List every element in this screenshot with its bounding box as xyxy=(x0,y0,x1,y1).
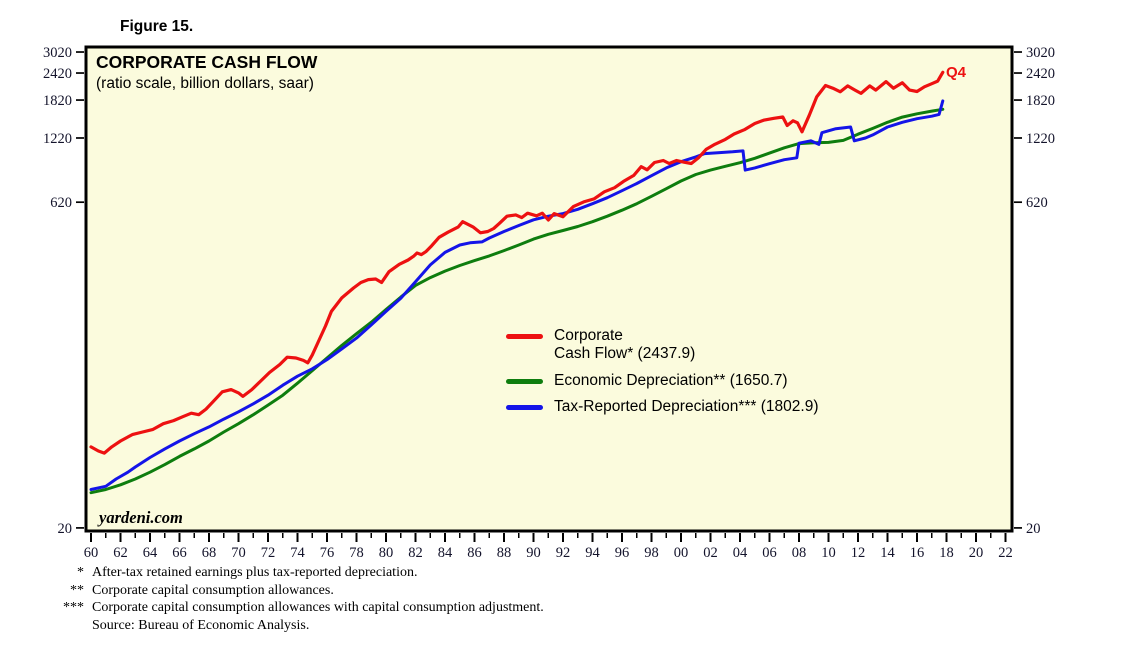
x-axis-tick-label: 00 xyxy=(674,545,689,561)
x-axis-tick-label: 82 xyxy=(408,545,423,561)
footnote-text: After-tax retained earnings plus tax-rep… xyxy=(92,565,418,580)
y-axis-label-right: 1820 xyxy=(1026,93,1055,109)
legend-swatch xyxy=(506,378,543,384)
chart-subtitle: (ratio scale, billion dollars, saar) xyxy=(96,75,314,92)
footnote-marker: ** xyxy=(70,582,84,598)
x-axis-tick-label: 68 xyxy=(202,545,217,561)
series-lines xyxy=(89,70,945,495)
watermark-text: yardeni.com xyxy=(97,508,183,527)
x-axis-tick-label: 62 xyxy=(113,545,128,561)
y-axis-label-left: 20 xyxy=(58,521,73,537)
x-axis-tick-label: 92 xyxy=(556,545,571,561)
plot-area xyxy=(84,45,1014,533)
legend-item: Tax-Reported Depreciation*** (1802.9) xyxy=(506,398,819,416)
footnotes: * After-tax retained earnings plus tax-re… xyxy=(56,564,544,634)
x-axis-tick-label: 08 xyxy=(792,545,807,561)
q4-end-label: Q4 xyxy=(946,64,967,81)
x-axis-tick-label: 64 xyxy=(143,545,158,561)
x-axis-tick-label: 02 xyxy=(703,545,718,561)
x-axis-tick-label: 74 xyxy=(290,545,305,561)
footnote-row: ** Corporate capital consumption allowanc… xyxy=(56,582,544,600)
x-axis-tick-label: 14 xyxy=(880,545,895,561)
figure-label: Figure 15. xyxy=(120,18,194,35)
legend-item: Corporate Cash Flow* (2437.9) xyxy=(506,327,819,364)
x-axis-tick-label: 70 xyxy=(231,545,246,561)
y-axis-label-left: 620 xyxy=(50,195,72,211)
y-axis-label-right: 620 xyxy=(1026,195,1048,211)
footnote-marker: *** xyxy=(63,600,84,615)
y-axis-label-right: 20 xyxy=(1026,521,1041,537)
y-axis-label-right: 2420 xyxy=(1026,66,1055,82)
x-axis-tick-label: 66 xyxy=(172,545,187,561)
footnote-text: Corporate capital consumption allowances… xyxy=(92,600,544,615)
plot-frame xyxy=(84,45,1014,533)
x-axis-tick-label: 84 xyxy=(438,545,453,561)
x-axis-tick-label: 98 xyxy=(644,545,659,561)
footnote-text: Corporate capital consumption allowances… xyxy=(92,582,334,598)
x-axis-tick-label: 90 xyxy=(526,545,541,561)
legend-label: Economic Depreciation** (1650.7) xyxy=(554,371,788,389)
y-axis-label-right: 1220 xyxy=(1026,131,1055,147)
x-axis-tick-label: 16 xyxy=(910,545,925,561)
x-axis-tick-label: 80 xyxy=(379,545,394,561)
legend: Corporate Cash Flow* (2437.9) Economic De… xyxy=(506,327,819,424)
footnote-row: * After-tax retained earnings plus tax-re… xyxy=(56,564,544,582)
x-axis-tick-label: 22 xyxy=(998,545,1013,561)
x-axis-tick-label: 78 xyxy=(349,545,364,561)
chart-title: CORPORATE CASH FLOW xyxy=(96,52,318,72)
legend-label: Corporate Cash Flow* (2437.9) xyxy=(554,327,696,363)
x-axis-tick-label: 06 xyxy=(762,545,777,561)
y-axis-label-left: 1220 xyxy=(43,131,72,147)
legend-label: Tax-Reported Depreciation*** (1802.9) xyxy=(554,397,819,415)
x-axis-tick-label: 94 xyxy=(585,545,600,561)
series-line-corporate-cash-flow xyxy=(89,70,945,455)
x-axis-tick-label: 72 xyxy=(261,545,276,561)
x-axis-tick-label: 96 xyxy=(615,545,630,561)
footnote-text: Source: Bureau of Economic Analysis. xyxy=(92,617,310,633)
x-axis-tick-label: 18 xyxy=(939,545,954,561)
legend-swatch xyxy=(506,404,543,410)
y-axis-label-left: 3020 xyxy=(43,45,72,61)
x-axis-tick-label: 88 xyxy=(497,545,512,561)
y-axis-label-right: 3020 xyxy=(1026,45,1055,61)
x-axis-tick-label: 20 xyxy=(969,545,984,561)
footnote-row: Source: Bureau of Economic Analysis. xyxy=(56,617,544,635)
footnote-marker: * xyxy=(77,565,84,580)
x-axis-tick-label: 76 xyxy=(320,545,335,561)
footnote-marker xyxy=(56,617,92,635)
footnote-row: *** Corporate capital consumption allowan… xyxy=(56,599,544,617)
y-axis-label-left: 1820 xyxy=(43,93,72,109)
legend-swatch xyxy=(506,334,543,339)
x-axis-tick-label: 04 xyxy=(733,545,748,561)
x-axis-tick-label: 60 xyxy=(84,545,99,561)
x-axis-tick-label: 86 xyxy=(467,545,482,561)
y-axis-label-left: 2420 xyxy=(43,66,72,82)
x-axis-tick-label: 12 xyxy=(851,545,866,561)
legend-item: Economic Depreciation** (1650.7) xyxy=(506,372,819,390)
x-axis-tick-label: 10 xyxy=(821,545,836,561)
